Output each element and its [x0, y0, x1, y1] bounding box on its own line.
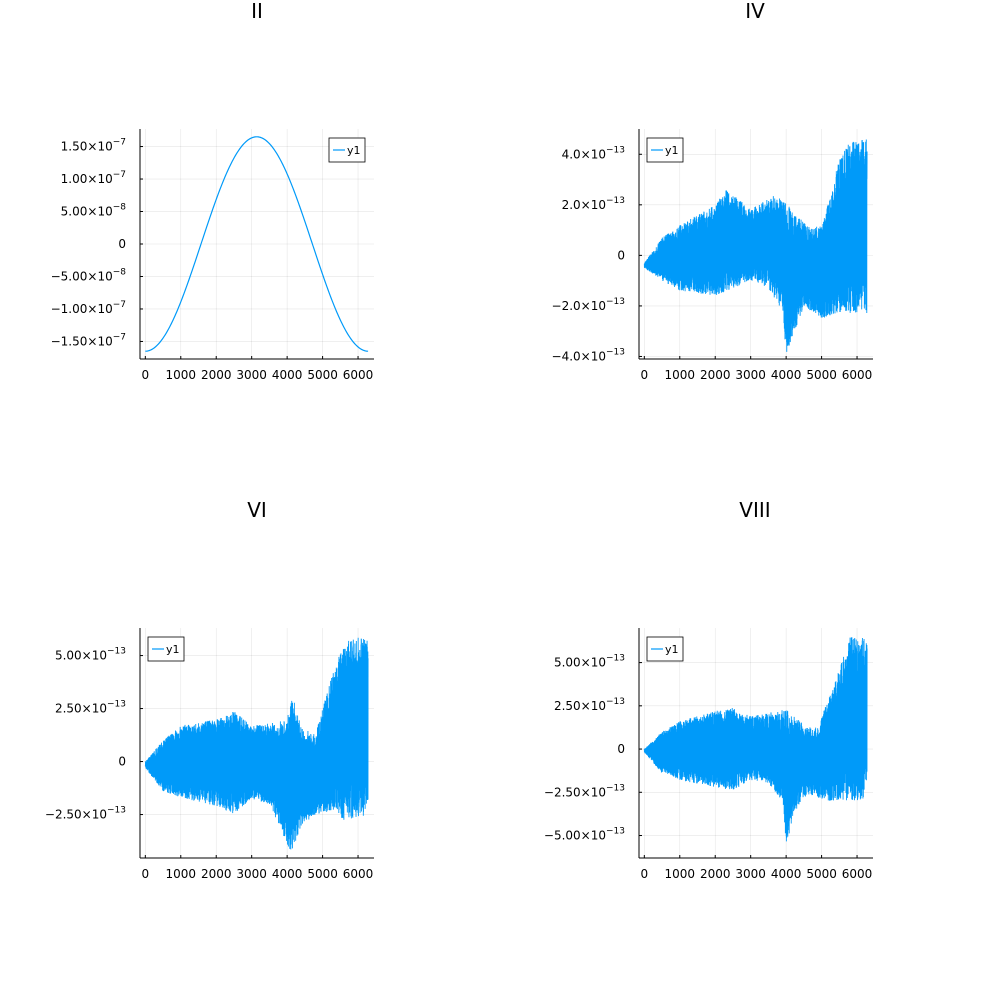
y-tick-label: −2.0×10−13: [552, 297, 625, 313]
y-tick-label: −5.00×10−8: [51, 267, 127, 283]
legend: y1: [147, 636, 185, 662]
y-tick-label: 0: [118, 237, 126, 251]
x-tick-label: 3000: [735, 867, 766, 881]
subplot-1: II 0 1000 2000 3000 4000 5000 6000 −1.50×10−7 −1.…: [51, 0, 374, 382]
subplot-title: II: [251, 0, 263, 23]
series-line: [144, 637, 369, 850]
y-tick-label: −5.00×10−13: [544, 827, 625, 843]
x-tick-label: 0: [141, 867, 149, 881]
x-tick-label: 1000: [165, 867, 196, 881]
x-tick-label: 4000: [272, 368, 303, 382]
y-tick-label: 0: [118, 755, 126, 769]
legend-label: y1: [347, 144, 361, 157]
subplot-title: IV: [745, 0, 765, 23]
y-tick-label: 0: [617, 742, 625, 756]
x-tick-label: 5000: [806, 867, 837, 881]
y-tick-label: 5.00×10−13: [55, 647, 126, 663]
y-tick-label: 4.0×10−13: [562, 145, 625, 161]
y-tick-label: −1.50×10−7: [51, 332, 126, 348]
y-tick-label: −2.50×10−13: [544, 783, 625, 799]
x-tick-label: 6000: [343, 867, 374, 881]
y-tick-label: 2.0×10−13: [562, 196, 625, 212]
y-tick-label: 0: [617, 248, 625, 262]
subplot-3: VI 0 1000 2000 3000 4000 5000 6000 −2.50×10−13 0 2…: [45, 498, 374, 881]
x-tick-label: 6000: [842, 368, 873, 382]
x-tick-label: 1000: [664, 867, 695, 881]
x-tick-label: 3000: [735, 368, 766, 382]
x-tick-label: 2000: [700, 867, 731, 881]
x-tick-label: 0: [141, 368, 149, 382]
y-tick-label: 2.50×10−13: [55, 700, 126, 716]
legend-label: y1: [166, 643, 180, 656]
x-tick-label: 5000: [307, 368, 338, 382]
y-tick-label: −1.00×10−7: [51, 300, 126, 316]
legend: y1: [646, 636, 684, 662]
subplot-title: VI: [247, 498, 267, 522]
x-tick-label: 5000: [806, 368, 837, 382]
x-tick-label: 2000: [201, 867, 232, 881]
subplot-4: VIII 0 1000 2000 3000 4000 5000 6000 −5.00×10−13…: [544, 498, 873, 881]
y-tick-label: 1.00×10−7: [61, 170, 126, 186]
x-tick-label: 1000: [664, 368, 695, 382]
x-tick-label: 2000: [700, 368, 731, 382]
y-tick-label: 1.50×10−7: [61, 138, 126, 154]
x-tick-label: 0: [640, 867, 648, 881]
series-line: [145, 136, 369, 352]
y-tick-label: 5.00×10−13: [554, 654, 625, 670]
x-tick-label: 4000: [771, 867, 802, 881]
subplot-title: VIII: [739, 498, 770, 522]
x-tick-label: 6000: [343, 368, 374, 382]
x-tick-label: 4000: [771, 368, 802, 382]
y-tick-label: 2.50×10−13: [554, 697, 625, 713]
legend: y1: [646, 137, 684, 163]
legend: y1: [328, 137, 366, 163]
x-tick-label: 4000: [272, 867, 303, 881]
legend-label: y1: [665, 144, 679, 157]
subplot-2: IV 0 1000 2000 3000 4000 5000 6000 −4.0×10−13 −2.…: [552, 0, 873, 382]
y-tick-label: 5.00×10−8: [61, 203, 127, 219]
x-tick-label: 2000: [201, 368, 232, 382]
x-tick-label: 1000: [165, 368, 196, 382]
y-tick-label: −4.0×10−13: [552, 347, 625, 363]
x-tick-label: 3000: [236, 368, 267, 382]
x-tick-label: 3000: [236, 867, 267, 881]
y-tick-label: −2.50×10−13: [45, 806, 126, 822]
x-tick-label: 0: [640, 368, 648, 382]
legend-label: y1: [665, 643, 679, 656]
x-tick-label: 6000: [842, 867, 873, 881]
x-tick-label: 5000: [307, 867, 338, 881]
series-line: [643, 139, 868, 352]
series-line: [643, 637, 868, 842]
